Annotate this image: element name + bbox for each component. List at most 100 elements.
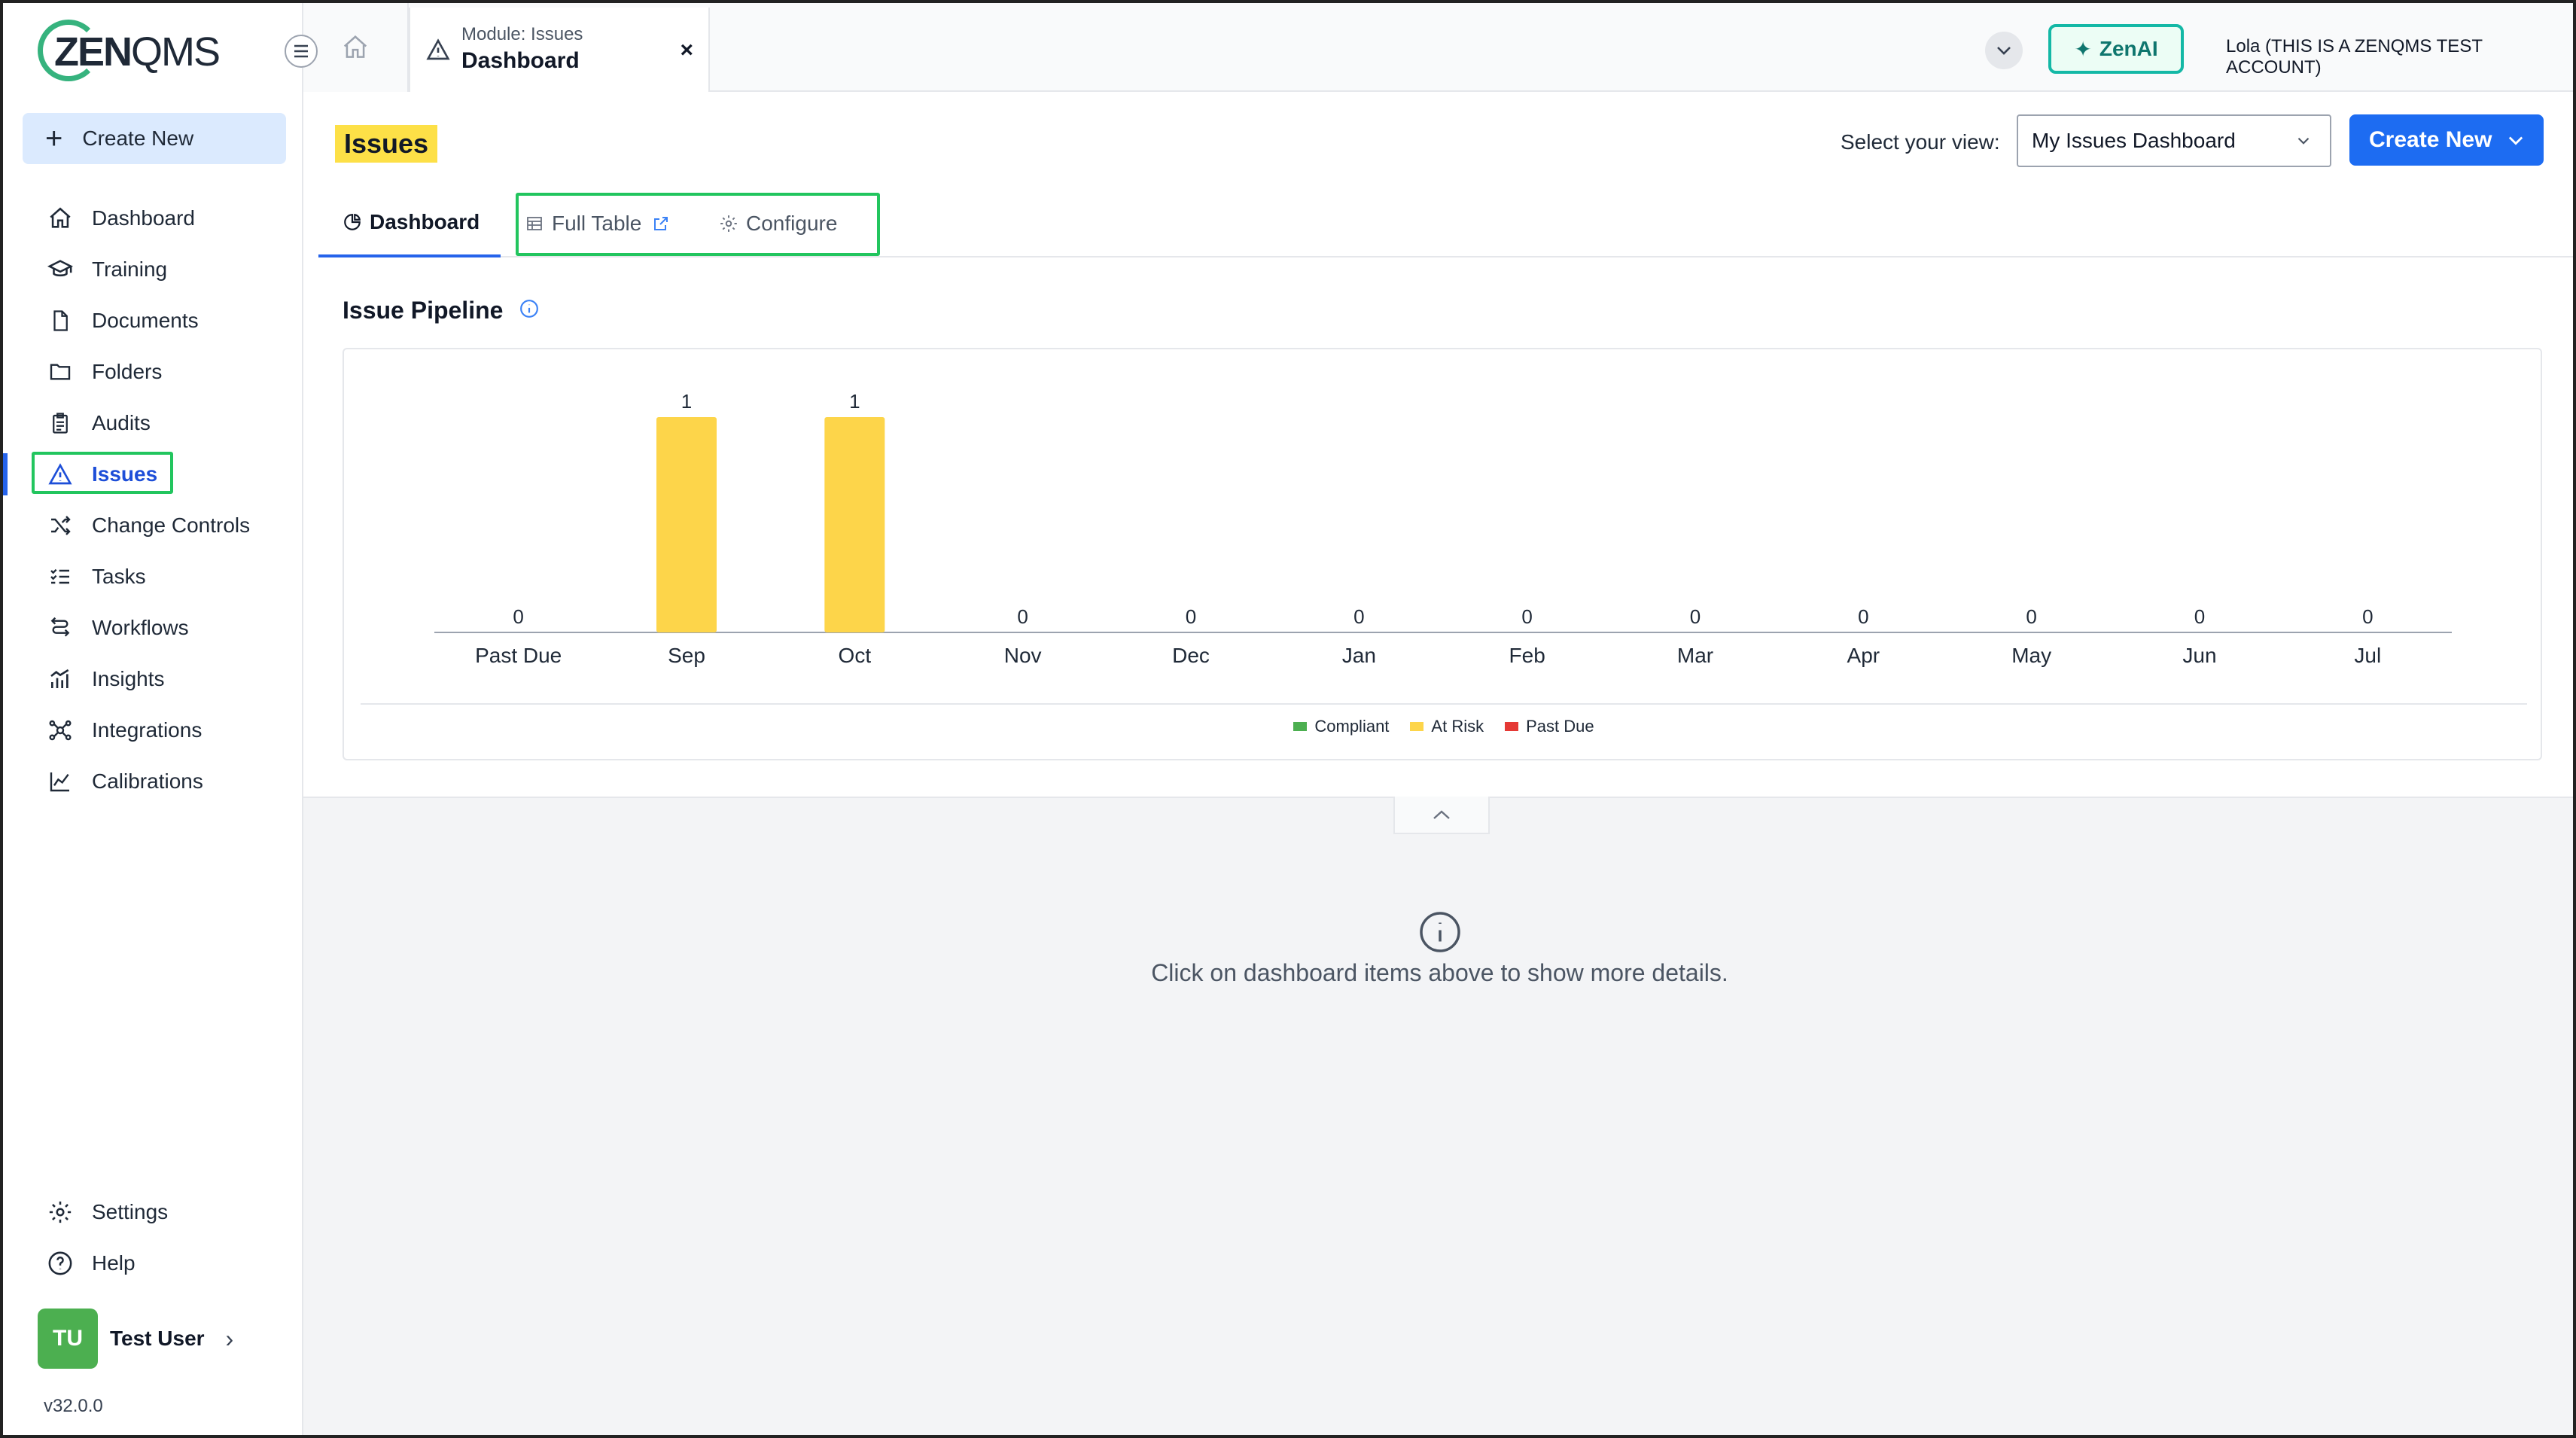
x-tick-label: Nov bbox=[1004, 644, 1042, 667]
info-icon[interactable] bbox=[519, 297, 539, 324]
x-tick-label: Jan bbox=[1342, 644, 1376, 667]
tab-full-table[interactable]: Full Table bbox=[522, 190, 677, 257]
close-tab-icon[interactable]: × bbox=[680, 38, 693, 62]
sidebar-item-tasks[interactable]: Tasks bbox=[3, 551, 303, 602]
tab-full-table-label: Full Table bbox=[552, 212, 642, 235]
bar-at-risk-sep[interactable] bbox=[656, 417, 717, 632]
view-select[interactable]: My Issues Dashboard bbox=[2017, 114, 2331, 167]
sidebar-item-label: Training bbox=[92, 257, 168, 281]
bar-at-risk-oct[interactable] bbox=[824, 417, 885, 632]
sidebar-item-training[interactable]: Training bbox=[3, 244, 303, 295]
sidebar-item-integrations[interactable]: Integrations bbox=[3, 705, 303, 756]
pie-chart-icon bbox=[343, 212, 362, 232]
sidebar-item-documents[interactable]: Documents bbox=[3, 295, 303, 346]
checklist-icon bbox=[47, 563, 74, 590]
line-chart-icon bbox=[47, 768, 74, 795]
legend-label: Compliant bbox=[1314, 717, 1390, 736]
tabs-dropdown-button[interactable] bbox=[1985, 32, 2023, 69]
graduation-cap-icon bbox=[47, 256, 74, 283]
data-label: 1 bbox=[681, 390, 692, 413]
legend-swatch bbox=[1505, 722, 1519, 731]
legend-swatch bbox=[1293, 722, 1308, 731]
sidebar-item-label: Audits bbox=[92, 411, 151, 434]
chevron-down-icon bbox=[1997, 47, 2011, 55]
chevron-up-icon bbox=[1433, 810, 1450, 819]
gear-icon bbox=[47, 1199, 74, 1226]
section-title: Issue Pipeline bbox=[343, 297, 539, 324]
chart-legend: Compliant At Risk Past Due bbox=[344, 717, 2544, 736]
sidebar-create-new-button[interactable]: + Create New bbox=[23, 113, 286, 164]
data-label: 0 bbox=[1353, 605, 1364, 628]
tab-configure-label: Configure bbox=[746, 212, 838, 235]
zenqms-logo[interactable]: ZENQMS bbox=[38, 18, 221, 81]
top-bar: Module: Issues Dashboard × ✦ ZenAI Lola … bbox=[303, 3, 2573, 93]
zenai-button[interactable]: ✦ ZenAI bbox=[2048, 24, 2184, 74]
account-name[interactable]: Lola (THIS IS A ZENQMS TEST ACCOUNT) bbox=[2226, 36, 2483, 78]
data-label: 0 bbox=[1690, 605, 1701, 628]
hamburger-icon bbox=[294, 44, 308, 58]
sidebar-toggle-button[interactable] bbox=[285, 35, 318, 68]
sidebar-item-label: Change Controls bbox=[92, 513, 251, 537]
chevron-right-icon: › bbox=[225, 1324, 234, 1352]
user-name: Test User bbox=[110, 1327, 205, 1350]
x-tick-label: May bbox=[2011, 644, 2051, 667]
collapse-chart-button[interactable] bbox=[1393, 797, 1490, 834]
tab-dashboard-label: Dashboard bbox=[370, 210, 480, 233]
clipboard-icon bbox=[47, 410, 74, 437]
sidebar-item-help[interactable]: Help bbox=[3, 1238, 303, 1289]
sidebar-item-issues[interactable]: Issues bbox=[3, 449, 303, 500]
sidebar-bottom-nav: Settings Help bbox=[3, 1187, 303, 1289]
sidebar-item-label: Documents bbox=[92, 309, 199, 332]
tab-dashboard[interactable]: Dashboard bbox=[318, 190, 501, 257]
sidebar-item-label: Help bbox=[92, 1251, 135, 1275]
sidebar-item-label: Folders bbox=[92, 360, 163, 383]
main-content: Issues Select your view: My Issues Dashb… bbox=[303, 92, 2573, 1435]
sidebar: ZENQMS + Create New Dashboard Training bbox=[3, 3, 303, 1435]
chevron-down-icon bbox=[2508, 136, 2523, 145]
create-new-button[interactable]: Create New bbox=[2349, 114, 2544, 166]
data-label: 0 bbox=[1186, 605, 1196, 628]
home-icon bbox=[343, 35, 367, 58]
x-tick-label: Oct bbox=[839, 644, 872, 667]
data-label: 0 bbox=[1521, 605, 1532, 628]
sidebar-item-audits[interactable]: Audits bbox=[3, 398, 303, 449]
legend-item-past-due[interactable]: Past Due bbox=[1505, 717, 1594, 736]
folder-icon bbox=[47, 358, 74, 385]
info-circle-icon bbox=[1417, 909, 1463, 958]
x-tick-label: Apr bbox=[1847, 644, 1880, 667]
sidebar-item-label: Issues bbox=[92, 462, 158, 486]
sidebar-item-settings[interactable]: Settings bbox=[3, 1187, 303, 1238]
help-circle-icon bbox=[47, 1250, 74, 1277]
sidebar-item-label: Workflows bbox=[92, 616, 189, 639]
data-label: 1 bbox=[849, 390, 860, 413]
tab-configure[interactable]: Configure bbox=[719, 190, 837, 257]
warning-triangle-icon bbox=[47, 461, 74, 488]
create-new-label: Create New bbox=[2369, 127, 2492, 152]
sidebar-item-folders[interactable]: Folders bbox=[3, 346, 303, 398]
module-tab-subtitle: Module: Issues bbox=[461, 24, 583, 44]
sidebar-item-workflows[interactable]: Workflows bbox=[3, 602, 303, 653]
sidebar-create-new-label: Create New bbox=[82, 126, 194, 150]
sidebar-item-label: Tasks bbox=[92, 565, 146, 588]
user-menu[interactable]: TU Test User › bbox=[38, 1309, 233, 1369]
data-label: 0 bbox=[1858, 605, 1868, 628]
sidebar-item-calibrations[interactable]: Calibrations bbox=[3, 756, 303, 807]
sidebar-item-insights[interactable]: Insights bbox=[3, 653, 303, 705]
logo-text-thin: QMS bbox=[131, 29, 221, 75]
sidebar-item-change-controls[interactable]: Change Controls bbox=[3, 500, 303, 551]
sidebar-item-label: Calibrations bbox=[92, 769, 203, 793]
chart-canvas: 0 Past Due 1 Sep 1 Oct 0 Nov 0 Dec 0 Jan 0 Feb 0 Mar 0 Ap… bbox=[434, 390, 2452, 667]
legend-item-compliant[interactable]: Compliant bbox=[1293, 717, 1389, 736]
chart-divider bbox=[361, 703, 2527, 705]
module-tab-issues-dashboard[interactable]: Module: Issues Dashboard × bbox=[409, 8, 710, 93]
tabs-highlight-box bbox=[516, 193, 880, 256]
sidebar-item-label: Settings bbox=[92, 1200, 169, 1223]
sidebar-item-dashboard[interactable]: Dashboard bbox=[3, 193, 303, 244]
x-tick-label: Mar bbox=[1677, 644, 1713, 667]
data-label: 0 bbox=[2194, 605, 2205, 628]
home-tab[interactable] bbox=[303, 3, 409, 92]
zenai-label: ZenAI bbox=[2099, 37, 2158, 60]
sidebar-item-label: Insights bbox=[92, 667, 165, 690]
legend-swatch bbox=[1410, 722, 1424, 731]
legend-item-at-risk[interactable]: At Risk bbox=[1410, 717, 1484, 736]
